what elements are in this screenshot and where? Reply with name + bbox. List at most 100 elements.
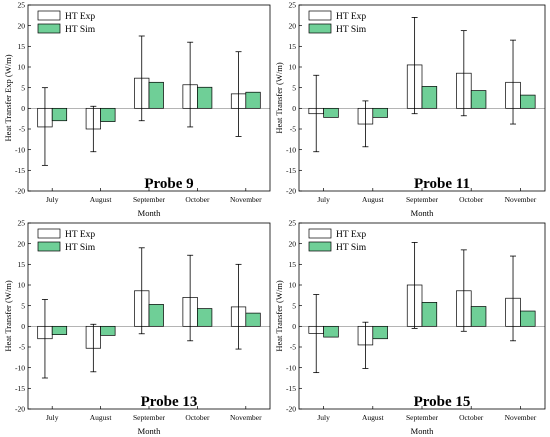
bar-ht-sim: [323, 107, 339, 118]
x-axis-title: Month: [411, 426, 434, 436]
legend-label: HT Sim: [336, 25, 367, 35]
y-tick-label: 5: [21, 83, 25, 92]
x-tick-label: September: [133, 413, 166, 422]
x-tick-label: September: [406, 195, 439, 204]
x-tick-label: November: [505, 195, 537, 204]
y-tick-label: -5: [290, 125, 296, 134]
y-tick-label: 10: [18, 63, 26, 72]
y-tick-label: -10: [286, 145, 296, 154]
x-tick-label: September: [406, 413, 439, 422]
x-tick-label: July: [317, 413, 330, 422]
y-tick-label: 5: [292, 83, 296, 92]
legend-label: HT Exp: [336, 230, 366, 240]
chart-panel-1: July August September October November -20 -15…: [3, 1, 271, 218]
legend: HT Exp HT Sim: [37, 10, 96, 35]
y-tick-label: -20: [286, 187, 296, 196]
error-bar: [460, 30, 467, 117]
x-tick-label: October: [185, 195, 210, 204]
x-axis-title: Month: [411, 208, 434, 218]
y-tick-label: 20: [18, 21, 26, 30]
bar-ht-sim: [51, 325, 68, 335]
chart-panel-4: July August September October November -20 -15…: [274, 219, 546, 436]
error-bar: [138, 35, 145, 122]
y-tick-label: 10: [18, 281, 26, 290]
y-tick-label: 0: [292, 322, 296, 331]
legend-swatch-ht-sim: [37, 23, 61, 34]
x-tick-label: July: [46, 195, 59, 204]
error-bar: [313, 74, 320, 153]
y-tick-label: -10: [286, 363, 296, 372]
bar-ht-sim: [197, 86, 213, 109]
error-bar: [235, 263, 242, 350]
y-tick-label: 25: [18, 219, 26, 228]
y-tick-label: 25: [18, 1, 26, 10]
y-axis-title: Heat Transfer Exp (W/m): [3, 54, 13, 141]
error-bar: [411, 242, 418, 329]
chart-title: Probe 11: [414, 176, 470, 192]
y-tick-label: -20: [15, 405, 25, 414]
chart-title: Probe 13: [141, 394, 198, 410]
y-tick-label: 0: [292, 104, 296, 113]
y-tick-label: 20: [289, 239, 297, 248]
bar-ht-sim: [323, 325, 339, 338]
y-tick-label: -15: [15, 384, 25, 393]
y-tick-label: -15: [15, 166, 25, 175]
legend-label: HT Sim: [65, 25, 96, 35]
bar-ht-sim: [245, 312, 261, 327]
legend: HT Exp HT Sim: [37, 228, 96, 253]
legend-label: HT Exp: [336, 12, 366, 22]
error-bar: [510, 39, 517, 125]
error-bar: [187, 254, 194, 342]
x-tick-label: November: [505, 413, 537, 422]
error-bar: [362, 321, 369, 369]
bar-ht-sim: [520, 310, 536, 327]
y-tick-label: -5: [290, 343, 296, 352]
legend-label: HT Sim: [65, 243, 96, 253]
y-tick-label: 25: [289, 1, 297, 10]
bar-ht-sim: [470, 306, 487, 327]
bar-ht-sim: [421, 302, 438, 327]
bar-ht-sim: [372, 325, 388, 340]
bar-ht-sim: [470, 90, 487, 109]
y-tick-label: -15: [286, 384, 296, 393]
y-tick-label: -5: [19, 343, 25, 352]
y-tick-label: -20: [286, 405, 296, 414]
x-tick-label: October: [459, 195, 484, 204]
legend-swatch-ht-sim: [308, 241, 332, 252]
x-axis-title: Month: [138, 208, 161, 218]
chart-panel-2: July August September October November -20 -15…: [274, 1, 546, 218]
legend-swatch-ht-exp: [308, 10, 332, 21]
y-tick-label: 25: [289, 219, 297, 228]
y-tick-label: -20: [15, 187, 25, 196]
y-axis-title: Heat Transfer (W/m): [274, 280, 284, 351]
x-tick-label: July: [317, 195, 330, 204]
y-tick-label: 20: [289, 21, 297, 30]
y-tick-label: -10: [15, 363, 25, 372]
error-bar: [235, 51, 242, 137]
bar-ht-sim: [372, 107, 388, 118]
y-tick-label: -5: [19, 125, 25, 134]
bar-ht-sim: [148, 304, 164, 327]
bar-ht-sim: [520, 94, 536, 109]
x-tick-label: November: [230, 413, 262, 422]
y-tick-label: 10: [289, 63, 297, 72]
y-tick-label: 15: [289, 42, 297, 51]
legend-swatch-ht-exp: [308, 228, 332, 239]
error-bar: [41, 87, 48, 166]
bar-ht-sim: [148, 81, 164, 109]
y-tick-label: 0: [21, 322, 25, 331]
error-bar: [411, 16, 418, 115]
y-tick-label: 0: [21, 104, 25, 113]
x-tick-label: October: [185, 413, 210, 422]
x-axis-title: Month: [138, 426, 161, 436]
error-bar: [90, 105, 97, 153]
y-tick-label: 5: [292, 301, 296, 310]
y-tick-label: 15: [18, 42, 26, 51]
legend: HT Exp HT Sim: [308, 228, 367, 253]
legend: HT Exp HT Sim: [308, 10, 367, 35]
y-tick-label: 15: [289, 260, 297, 269]
x-tick-label: November: [230, 195, 262, 204]
y-tick-label: 20: [18, 239, 26, 248]
y-tick-label: 15: [18, 260, 26, 269]
